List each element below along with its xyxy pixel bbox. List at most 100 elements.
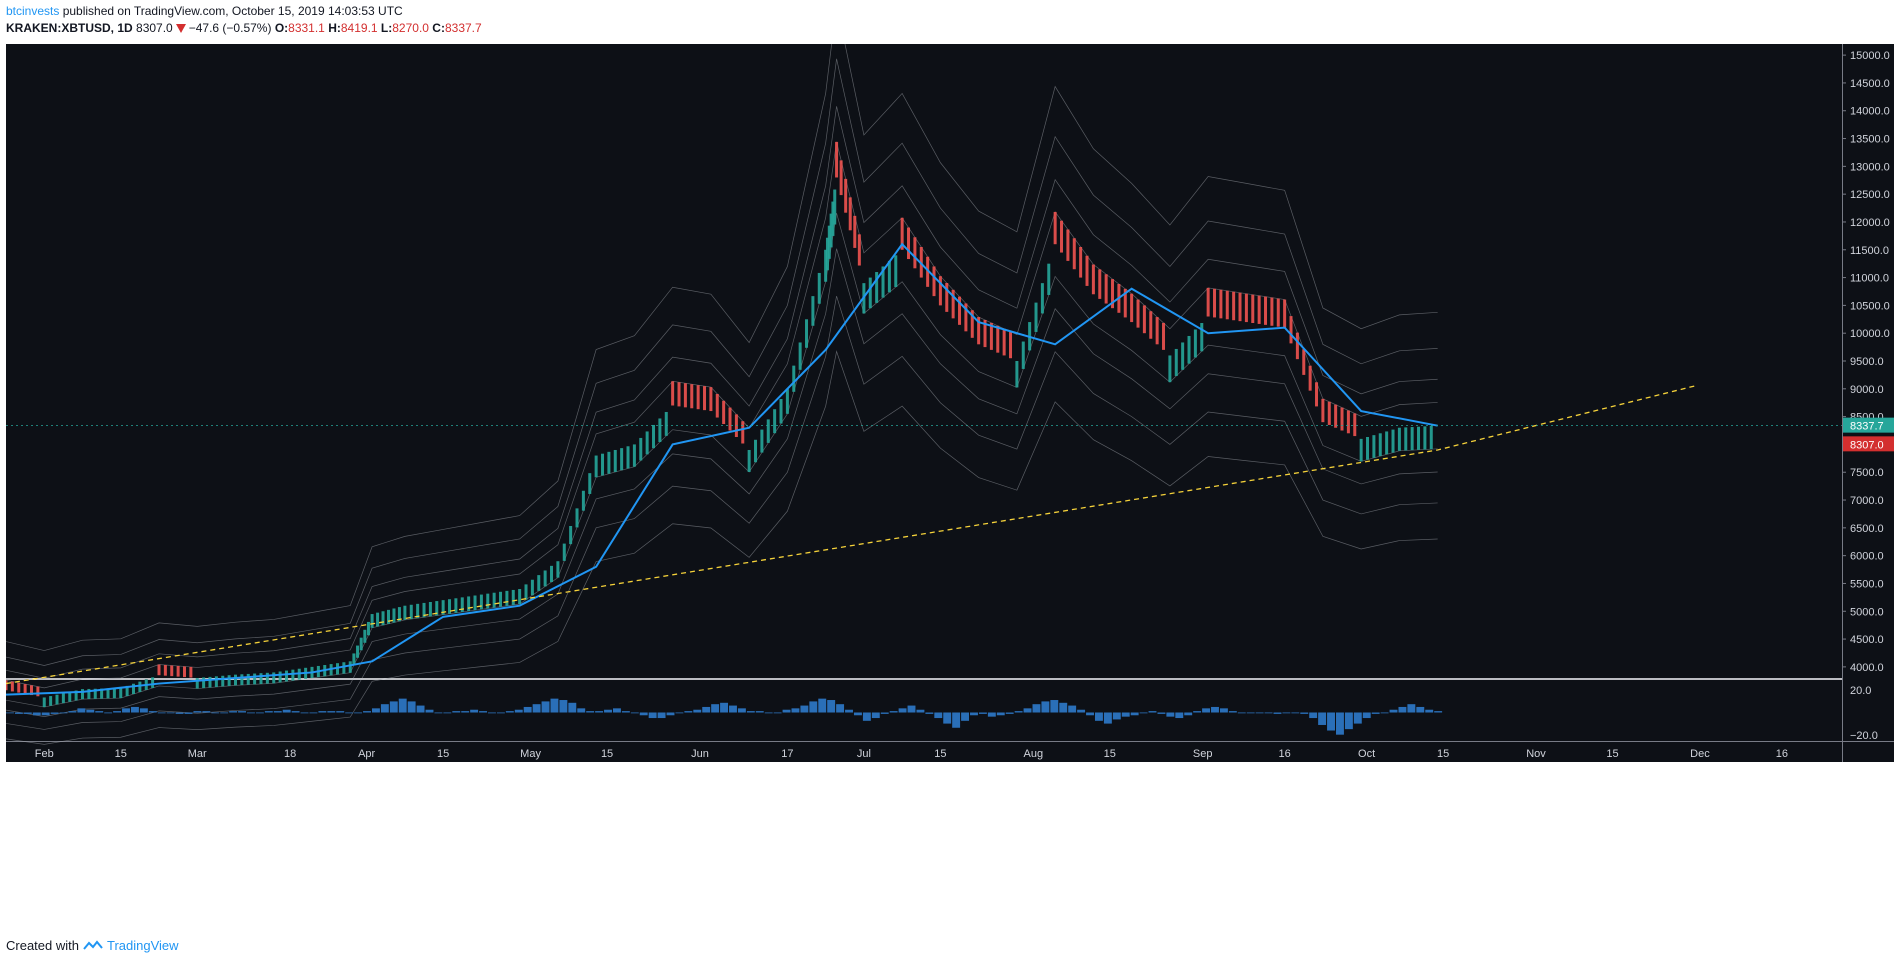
histogram-bar xyxy=(318,711,327,713)
tradingview-link[interactable]: TradingView xyxy=(106,938,179,953)
candle xyxy=(754,439,758,463)
histogram-bar xyxy=(1309,712,1318,719)
candle xyxy=(1034,302,1038,332)
histogram-bar xyxy=(907,705,916,713)
support-trendline[interactable] xyxy=(6,385,1695,685)
low-value: 8270.0 xyxy=(392,21,429,35)
histogram-bar xyxy=(711,704,720,713)
candle xyxy=(253,673,257,685)
candle xyxy=(773,409,777,434)
candle xyxy=(403,605,407,620)
histogram-bar xyxy=(1014,711,1023,713)
candle xyxy=(214,676,218,687)
candle xyxy=(1219,289,1223,319)
histogram-bar xyxy=(1184,712,1193,716)
candle xyxy=(1295,332,1299,360)
histogram-bar xyxy=(166,712,175,714)
candle xyxy=(23,684,27,694)
candle xyxy=(964,303,968,332)
candle xyxy=(1149,311,1153,339)
time-tick-label: Mar xyxy=(188,748,207,760)
candle xyxy=(163,665,167,676)
price-tick-label: 6500.0 xyxy=(1850,523,1884,535)
time-tick-label: Jun xyxy=(691,748,709,760)
candle xyxy=(1308,365,1312,391)
price-tick-label: 5000.0 xyxy=(1850,606,1884,618)
candle xyxy=(42,697,46,708)
price-tick-label: 10000.0 xyxy=(1850,328,1890,340)
histogram-bar xyxy=(648,712,657,719)
histogram-bar xyxy=(996,712,1005,716)
histogram-bar xyxy=(255,712,264,714)
candle xyxy=(945,283,949,312)
candle xyxy=(1283,299,1287,328)
candle xyxy=(785,388,789,414)
candle xyxy=(505,590,509,606)
histogram-bar xyxy=(621,711,630,713)
time-tick-label: May xyxy=(520,748,541,760)
candle xyxy=(722,400,726,425)
time-tick-label: 15 xyxy=(115,748,127,760)
histogram-bar xyxy=(41,712,50,716)
histogram-bar xyxy=(1237,712,1246,714)
histogram-bar xyxy=(1273,712,1282,714)
histogram-bar xyxy=(1434,711,1443,713)
price-chart[interactable]: 15000.0 14500.0 14000.0 13500.0 13000.0 12500… xyxy=(6,44,1894,928)
histogram-bar xyxy=(800,705,809,713)
histogram-bar xyxy=(148,711,157,713)
candle xyxy=(387,609,390,624)
candle xyxy=(1359,438,1363,462)
histogram-bar xyxy=(978,712,987,714)
histogram-bar xyxy=(113,711,122,713)
histogram-bar xyxy=(934,712,943,719)
time-tick-label: Dec xyxy=(1690,748,1710,760)
price-tick-label: 14500.0 xyxy=(1850,78,1890,90)
price-tick-label: 11000.0 xyxy=(1850,273,1889,285)
histogram-bar xyxy=(666,712,675,716)
histogram-bar xyxy=(1291,712,1300,714)
candle xyxy=(887,260,891,293)
candle xyxy=(1155,317,1159,345)
candle xyxy=(550,565,554,583)
candle xyxy=(766,419,770,443)
histogram-bar xyxy=(496,712,505,714)
histogram-bar xyxy=(1077,709,1086,713)
histogram-bar xyxy=(532,704,541,713)
histogram-bar xyxy=(746,711,755,713)
candle xyxy=(760,429,764,453)
candle xyxy=(240,674,244,686)
author-link[interactable]: btcinvests xyxy=(6,4,60,18)
candle xyxy=(1091,264,1095,295)
envelope-band-line xyxy=(6,44,1438,651)
candle xyxy=(831,201,835,236)
histogram-bar xyxy=(943,712,952,724)
candle xyxy=(996,325,1000,353)
created-with-text: Created with xyxy=(6,938,79,953)
candle xyxy=(1200,322,1204,352)
price-tick-label: 13000.0 xyxy=(1850,161,1890,173)
price-tick-label: 12500.0 xyxy=(1850,189,1890,201)
histogram-bar xyxy=(157,712,166,714)
histogram-bar xyxy=(1282,712,1291,714)
price-change: −47.6 (−0.57%) xyxy=(188,21,272,35)
candle xyxy=(1174,348,1178,376)
histogram-bar xyxy=(952,712,961,728)
histogram-bar xyxy=(1353,712,1362,724)
histogram-bar xyxy=(737,708,746,713)
candle xyxy=(81,689,84,700)
candle xyxy=(202,677,206,689)
candle xyxy=(428,601,432,617)
candle xyxy=(1404,427,1408,451)
candle xyxy=(626,446,630,469)
candle xyxy=(1340,407,1344,431)
candle xyxy=(189,666,193,678)
time-tick-label: 16 xyxy=(1279,748,1291,760)
histogram-bar xyxy=(300,712,309,714)
candle xyxy=(537,575,541,591)
histogram-bar xyxy=(1139,712,1148,714)
histogram-bar xyxy=(1193,711,1202,713)
candle xyxy=(913,237,917,269)
candle xyxy=(348,661,352,673)
candle xyxy=(1366,437,1370,460)
histogram-bar xyxy=(1202,708,1211,713)
